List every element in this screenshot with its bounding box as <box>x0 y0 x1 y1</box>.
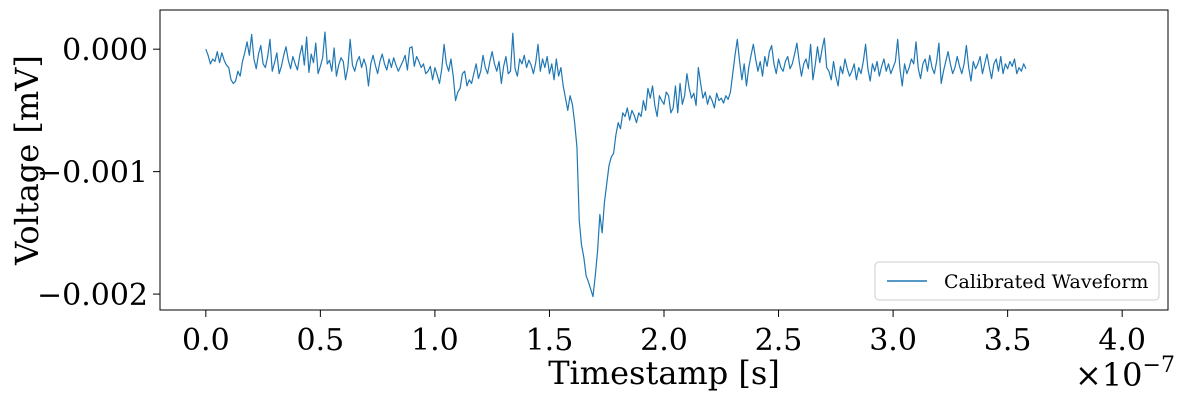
y-tick-label: −0.002 <box>37 278 148 313</box>
series-line-calibrated-waveform <box>205 31 1027 298</box>
y-tick-label: −0.001 <box>37 156 148 191</box>
legend: Calibrated Waveform <box>874 261 1160 301</box>
x-tick-label: 3.5 <box>984 323 1032 358</box>
x-tick-label: 1.0 <box>411 323 459 358</box>
series-layer <box>205 31 1027 298</box>
x-tick-label: 3.0 <box>869 323 917 358</box>
x-tick-label: 0.5 <box>297 323 345 358</box>
x-axis-ticks: 0.0 0.5 1.0 1.5 2.0 2.5 3.0 3.5 4.0 <box>182 310 1146 358</box>
x-tick-label: 1.5 <box>526 323 574 358</box>
y-tick-label: 0.000 <box>62 33 148 68</box>
x-axis-offset-label: ×10−7 <box>1075 353 1175 394</box>
x-tick-label: 4.0 <box>1098 323 1146 358</box>
y-axis-title: Voltage [mV] <box>8 55 46 266</box>
y-axis-ticks: 0.000 −0.001 −0.002 <box>37 33 160 313</box>
legend-label: Calibrated Waveform <box>944 271 1148 293</box>
x-tick-label: 2.5 <box>755 323 803 358</box>
legend-box <box>874 261 1160 301</box>
x-axis-title: Timestamp [s] <box>548 354 780 392</box>
x-offset-base: ×10 <box>1075 356 1143 394</box>
x-tick-label: 0.0 <box>182 323 230 358</box>
x-offset-exponent: −7 <box>1143 353 1175 378</box>
x-tick-label: 2.0 <box>640 323 688 358</box>
